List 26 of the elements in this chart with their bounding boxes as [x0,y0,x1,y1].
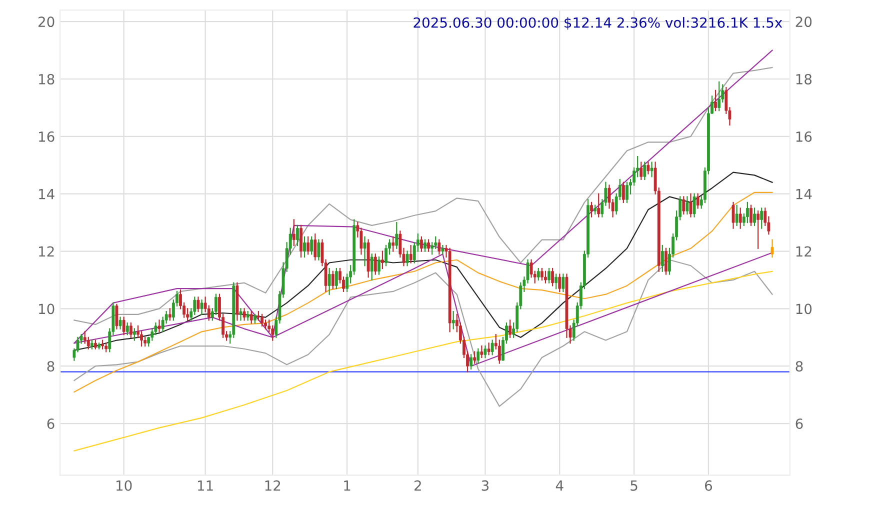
y2-tick-label: 20 [796,16,812,28]
y-tick-label: 12 [39,246,54,257]
y-tick-label: 6 [47,418,54,429]
x-tick-label: 11 [198,480,213,491]
y-tick-label: 14 [39,188,54,200]
y-tick-label: 18 [39,74,54,84]
y2-tick-label: 16 [796,131,812,142]
x-tick-label: 6 [705,480,712,491]
y-tick-label: 10 [39,304,54,314]
y2-tick-label: 6 [796,418,803,429]
y2-tick-label: 14 [796,188,812,200]
y2-tick-label: 12 [796,246,812,257]
x-tick-label: 10 [116,480,132,491]
x-tick-label: 5 [630,480,638,491]
x-tick-label: 4 [556,480,564,491]
y2-tick-label: 10 [796,304,812,314]
chart-title: 2025.06.30 00:00:00 $12.14 2.36% vol:3216.1K 1.5x [414,17,782,30]
x-tick-label: 12 [265,480,280,491]
y2-tick-label: 18 [796,74,812,84]
y-tick-label: 16 [39,131,54,142]
y2-tick-label: 8 [796,361,803,372]
y-tick-label: 20 [38,16,54,28]
x-tick-label: 3 [482,480,489,491]
y-tick-label: 8 [47,361,54,372]
x-tick-label: 1 [344,480,350,491]
x-tick-label: 2 [414,480,421,491]
